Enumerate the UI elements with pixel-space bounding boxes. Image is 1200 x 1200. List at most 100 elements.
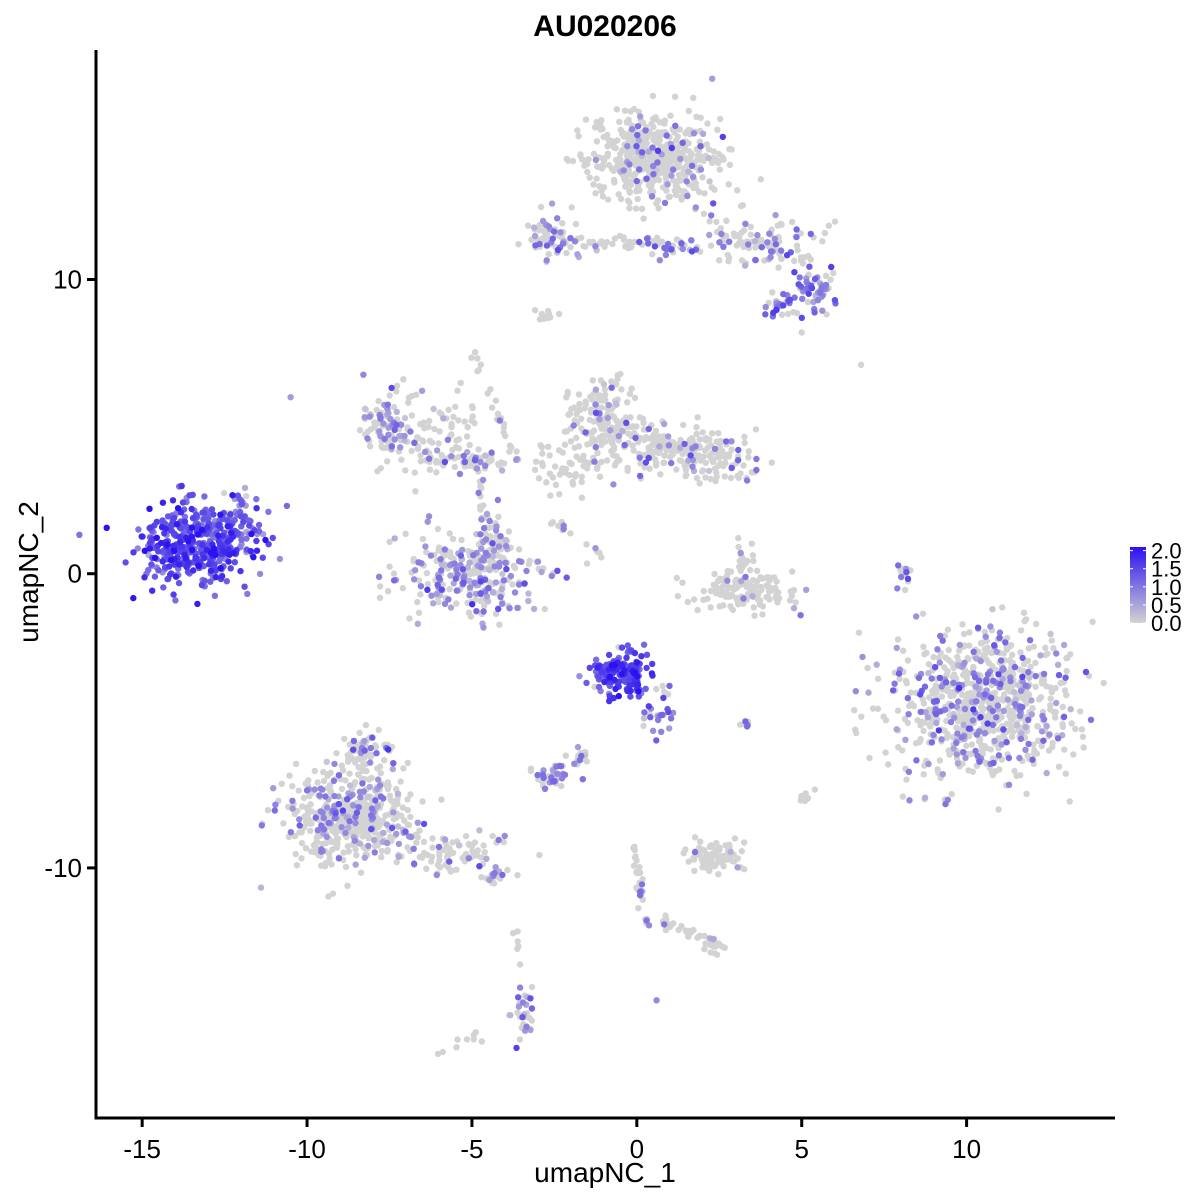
cell-point [479, 557, 486, 564]
cell-point [503, 565, 510, 573]
cell-point [605, 651, 613, 659]
cell-point [964, 654, 971, 662]
cell-point [720, 243, 727, 250]
cell-point [714, 159, 722, 167]
cell-point [758, 244, 765, 251]
cell-point [350, 737, 358, 745]
cell-point [355, 771, 362, 778]
cell-point [639, 876, 646, 883]
cell-point [705, 146, 713, 153]
cell-point [355, 804, 362, 811]
cell-point [406, 615, 413, 622]
cell-point [704, 595, 711, 602]
cell-point [571, 760, 578, 767]
cell-point [404, 806, 411, 814]
cell-point [645, 444, 652, 451]
cell-point [984, 720, 991, 727]
cell-point [296, 829, 303, 836]
cell-point [405, 833, 413, 840]
cell-point [1047, 695, 1054, 702]
cell-point [498, 467, 506, 474]
cell-point [1023, 700, 1030, 707]
cell-point [726, 161, 734, 168]
cell-point [492, 610, 500, 617]
cell-point [479, 476, 487, 484]
cell-point [778, 311, 786, 318]
cell-point [314, 779, 321, 786]
cell-point [689, 463, 696, 470]
cell-point [632, 669, 639, 676]
cell-point [456, 470, 464, 478]
cell-point [436, 428, 443, 435]
cell-point [959, 760, 966, 767]
cell-point [352, 819, 359, 827]
cell-point [716, 454, 723, 461]
cell-point [741, 433, 748, 440]
cell-point [422, 448, 429, 456]
cell-point [1070, 751, 1077, 758]
cell-point [194, 531, 202, 538]
cell-point [901, 715, 909, 723]
cell-point [1066, 798, 1073, 805]
cell-point [385, 782, 392, 790]
cell-point [989, 721, 997, 728]
cell-point [663, 132, 670, 139]
cell-point [385, 431, 392, 438]
cell-point [449, 849, 457, 856]
cell-point [693, 424, 700, 431]
cell-point [324, 804, 331, 811]
cell-point [1031, 747, 1038, 754]
cell-point [480, 524, 488, 532]
cell-point [608, 384, 615, 391]
cell-point [647, 714, 654, 721]
cell-point [466, 584, 474, 591]
cell-point [814, 297, 822, 304]
cell-point [708, 863, 715, 870]
cell-point [696, 845, 703, 852]
cell-point [506, 448, 513, 455]
cell-point [451, 560, 458, 567]
cell-point [499, 570, 506, 578]
cell-point [434, 525, 442, 533]
cell-point [609, 240, 616, 248]
cell-point [668, 172, 675, 179]
cell-point [710, 200, 717, 207]
cell-point [357, 869, 365, 876]
cell-point [819, 307, 826, 314]
cell-point [966, 642, 973, 649]
cell-point [586, 174, 593, 181]
cell-point [969, 717, 977, 724]
cell-point [612, 381, 620, 388]
cell-point [393, 382, 401, 389]
cell-point [174, 505, 182, 512]
cell-point [634, 681, 642, 688]
cell-point [1026, 674, 1033, 682]
cell-point [477, 578, 484, 585]
cell-point [591, 458, 598, 465]
cell-point [607, 427, 614, 434]
cell-point [259, 554, 266, 561]
cell-point [745, 448, 752, 455]
cell-point [708, 212, 715, 219]
cell-point [1008, 659, 1015, 666]
cell-point [1047, 630, 1054, 638]
cell-point [454, 1036, 461, 1043]
cell-point [667, 112, 674, 119]
cell-point [430, 600, 437, 607]
cell-point [578, 415, 585, 422]
cell-point [1022, 746, 1029, 753]
cell-point [179, 499, 187, 506]
cell-point [445, 406, 452, 414]
cell-point [340, 849, 347, 856]
cell-point [585, 156, 592, 163]
cell-point [653, 737, 660, 744]
cell-point [525, 590, 532, 597]
cell-point [516, 1036, 524, 1043]
cell-point [404, 759, 411, 766]
cell-point [398, 421, 405, 428]
cell-point [514, 945, 521, 952]
cell-point [590, 181, 597, 188]
cell-point [948, 702, 955, 709]
cell-point [555, 310, 563, 318]
